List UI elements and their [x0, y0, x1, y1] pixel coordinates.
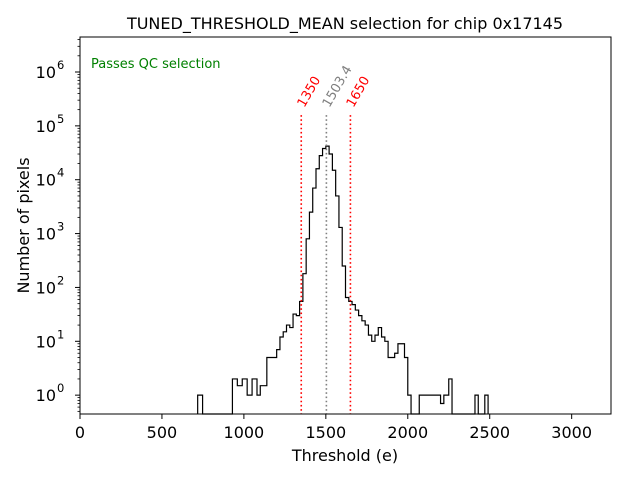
- qc-status-text: Passes QC selection: [91, 57, 221, 72]
- x-tick-label: 3000: [551, 423, 592, 442]
- x-tick-label: 1500: [305, 423, 346, 442]
- y-tick-label: 10: [36, 386, 56, 405]
- y-tick-exponent: 1: [57, 327, 64, 341]
- y-tick-exponent: 6: [57, 58, 64, 72]
- x-tick-label: 2000: [387, 423, 428, 442]
- histogram-outline: [197, 145, 489, 415]
- y-tick-label: 10: [36, 171, 56, 190]
- y-tick-exponent: 2: [57, 273, 64, 287]
- x-axis-label: Threshold (e): [291, 446, 398, 465]
- y-tick-exponent: 5: [57, 112, 64, 126]
- chart-title: TUNED_THRESHOLD_MEAN selection for chip …: [126, 14, 563, 34]
- y-tick-label: 10: [36, 278, 56, 297]
- y-tick-exponent: 0: [57, 381, 64, 395]
- x-tick-label: 1000: [224, 423, 265, 442]
- y-axis-label: Number of pixels: [14, 157, 33, 293]
- y-tick-label: 10: [36, 225, 56, 244]
- y-tick-exponent: 4: [57, 166, 64, 180]
- y-tick-label: 10: [36, 117, 56, 136]
- y-tick-label: 10: [36, 63, 56, 82]
- plot-area-frame: [79, 36, 612, 415]
- x-tick-label: 2500: [469, 423, 510, 442]
- x-tick-label: 500: [147, 423, 178, 442]
- y-tick-exponent: 3: [57, 220, 64, 234]
- y-tick-label: 10: [36, 332, 56, 351]
- x-tick-label: 0: [75, 423, 85, 442]
